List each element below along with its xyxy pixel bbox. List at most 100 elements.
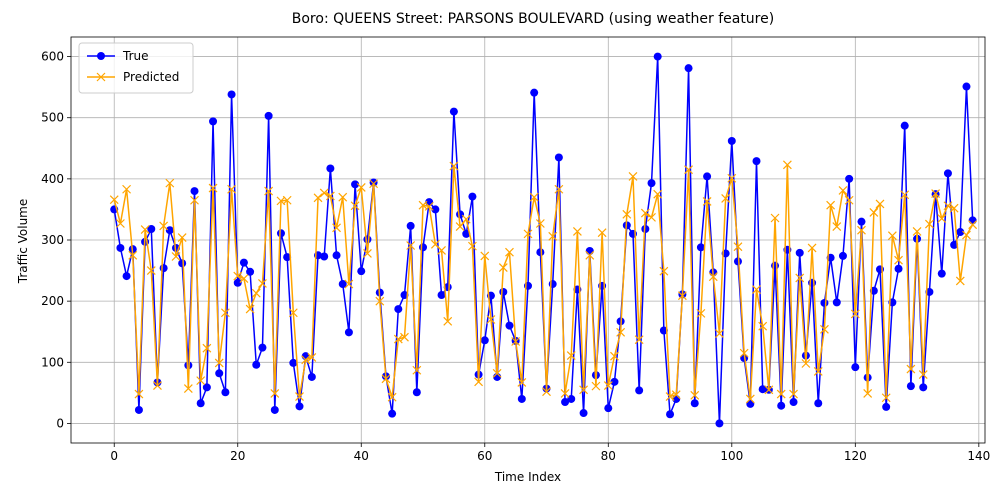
data-point xyxy=(332,251,341,260)
data-point xyxy=(690,390,700,400)
data-point xyxy=(456,210,465,219)
data-point xyxy=(159,221,169,231)
data-point xyxy=(184,361,193,370)
data-point xyxy=(351,180,360,189)
data-point xyxy=(511,337,521,346)
data-point xyxy=(604,404,613,413)
data-point xyxy=(566,351,576,360)
data-point xyxy=(894,264,903,273)
y-tick-label: 400 xyxy=(41,172,64,186)
data-point xyxy=(616,327,626,337)
data-point xyxy=(956,228,965,237)
data-point xyxy=(363,249,372,258)
data-point xyxy=(307,352,317,362)
data-point xyxy=(357,267,366,276)
data-point xyxy=(208,183,218,193)
data-point xyxy=(789,389,798,399)
data-point xyxy=(419,243,428,252)
data-point xyxy=(665,392,675,401)
data-point xyxy=(635,386,644,395)
y-axis-label: Traffic Volume xyxy=(16,199,30,285)
data-point xyxy=(116,243,125,252)
data-point xyxy=(344,279,354,289)
data-point xyxy=(881,393,891,403)
data-point xyxy=(178,259,187,268)
data-point xyxy=(832,298,841,307)
data-point xyxy=(906,364,916,374)
data-point xyxy=(140,225,150,235)
data-point xyxy=(251,288,261,298)
data-point xyxy=(640,208,650,218)
data-point xyxy=(585,247,594,256)
data-point xyxy=(406,221,415,230)
data-point xyxy=(246,267,255,276)
data-point xyxy=(437,291,446,300)
data-point xyxy=(467,241,477,251)
data-point xyxy=(258,278,267,288)
data-point xyxy=(283,253,292,262)
data-point xyxy=(659,326,668,335)
data-point xyxy=(572,227,582,236)
data-point xyxy=(122,272,131,281)
data-point xyxy=(857,225,866,235)
legend-marker xyxy=(96,72,106,82)
data-point xyxy=(591,381,601,391)
data-point xyxy=(554,153,563,162)
data-point xyxy=(486,315,496,324)
data-point xyxy=(264,186,274,196)
data-point xyxy=(715,419,724,428)
data-point xyxy=(431,205,440,214)
data-point xyxy=(474,377,484,387)
data-point xyxy=(943,169,952,178)
data-point xyxy=(344,328,353,337)
data-point xyxy=(153,381,162,390)
data-point xyxy=(912,227,922,236)
data-point xyxy=(820,298,829,307)
data-point xyxy=(307,372,316,381)
data-point xyxy=(708,272,718,282)
data-point xyxy=(776,389,786,399)
x-axis-label: Time Index xyxy=(494,470,561,484)
data-point xyxy=(807,243,817,253)
data-point xyxy=(758,385,767,394)
data-point xyxy=(968,216,977,225)
data-point xyxy=(554,184,564,194)
y-tick-label: 100 xyxy=(41,355,64,369)
data-point xyxy=(289,358,298,367)
data-point xyxy=(529,192,539,202)
y-tick-label: 500 xyxy=(41,111,64,125)
data-point xyxy=(295,402,304,411)
data-point xyxy=(393,334,403,344)
data-point xyxy=(190,187,199,196)
data-point xyxy=(845,174,854,183)
data-point xyxy=(782,160,792,170)
data-point xyxy=(214,358,224,368)
data-point xyxy=(690,399,699,408)
data-point xyxy=(215,369,224,378)
data-point xyxy=(752,285,761,294)
data-point xyxy=(832,222,842,231)
y-tick-label: 0 xyxy=(56,416,64,430)
data-point xyxy=(325,191,335,201)
data-point xyxy=(851,363,860,372)
data-point xyxy=(641,224,650,233)
data-point xyxy=(128,250,138,260)
data-point xyxy=(270,405,279,414)
data-point xyxy=(171,252,181,261)
data-point xyxy=(523,229,533,239)
data-point xyxy=(653,52,662,61)
data-point xyxy=(814,399,823,408)
data-point xyxy=(703,172,712,181)
data-point xyxy=(684,64,693,73)
data-point xyxy=(209,117,218,126)
data-point xyxy=(721,193,731,203)
data-point xyxy=(727,136,736,145)
data-point xyxy=(918,370,928,379)
data-point xyxy=(313,193,323,203)
data-point xyxy=(949,203,959,213)
data-point xyxy=(400,332,409,342)
data-point xyxy=(696,243,705,252)
data-point xyxy=(363,235,372,244)
data-point xyxy=(924,219,934,229)
data-point xyxy=(288,308,298,318)
